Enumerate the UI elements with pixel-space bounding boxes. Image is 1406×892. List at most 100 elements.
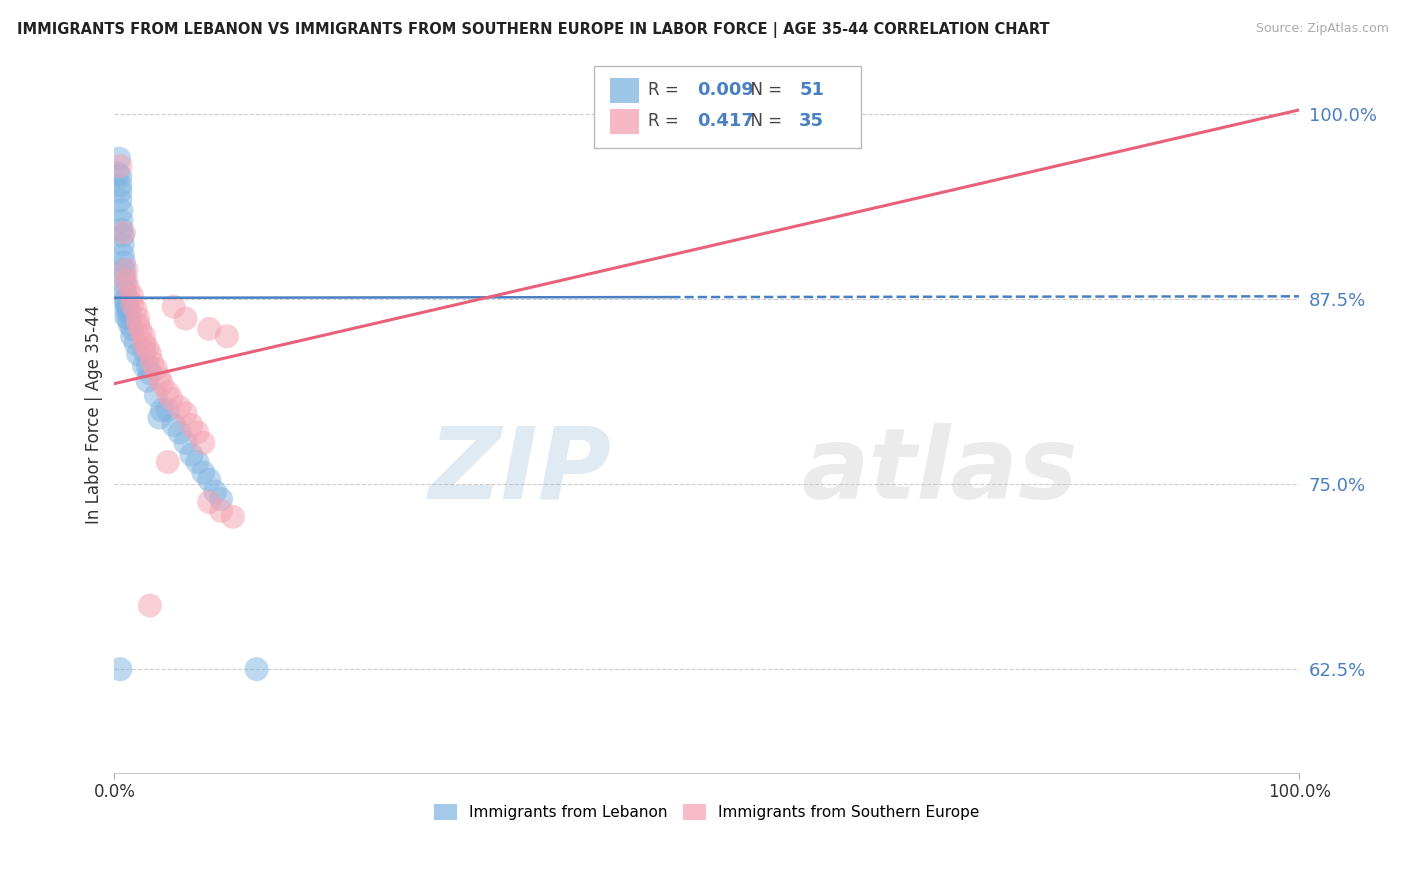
Point [114,293,136,307]
Point [118,318,141,332]
Point [115,262,138,277]
Point [150,376,173,391]
Point [107,167,129,181]
Point [169,425,191,440]
Point [115,296,138,310]
Point [114,285,136,299]
FancyBboxPatch shape [595,66,860,148]
Point [121,322,143,336]
Point [118,307,141,321]
Point [110,214,132,228]
Point [215,329,238,343]
Point [145,361,167,376]
Point [156,455,179,469]
Point [193,466,215,480]
Bar [610,109,640,134]
Point [110,169,132,184]
Point [111,228,134,243]
Point [112,270,135,285]
Point [108,152,131,166]
Point [198,495,221,509]
Point [174,311,197,326]
Point [121,289,143,303]
Point [110,662,132,676]
Point [117,302,139,317]
Point [145,388,167,402]
Point [136,341,159,355]
Point [132,344,155,359]
Point [139,366,162,380]
Point [117,311,139,326]
Bar [610,78,640,103]
Point [186,455,208,469]
Point [139,347,162,361]
Point [127,318,149,332]
Point [222,509,245,524]
Point [180,417,202,432]
Text: 51: 51 [799,81,824,99]
Point [245,662,267,676]
Point [148,370,170,384]
Point [117,300,139,314]
Point [110,159,132,173]
Point [132,329,155,343]
Point [132,359,155,373]
Point [121,296,143,310]
Point [110,178,132,193]
Point [139,599,162,613]
Point [163,300,186,314]
Point [169,401,191,415]
Legend: Immigrants from Lebanon, Immigrants from Southern Europe: Immigrants from Lebanon, Immigrants from… [427,797,986,826]
Point [141,356,163,370]
Point [150,403,173,417]
Text: Source: ZipAtlas.com: Source: ZipAtlas.com [1256,22,1389,36]
Point [110,184,132,198]
Point [136,374,159,388]
Y-axis label: In Labor Force | Age 35-44: In Labor Force | Age 35-44 [86,304,103,524]
Point [163,417,186,432]
Point [127,311,149,326]
Point [117,293,139,307]
Text: ZIP: ZIP [429,423,612,520]
Text: R =: R = [648,112,683,130]
Point [121,329,143,343]
Point [136,359,159,373]
Point [127,347,149,361]
Point [117,282,139,296]
Text: 0.417: 0.417 [697,112,754,130]
Point [125,302,148,317]
Point [193,435,215,450]
Point [198,322,221,336]
Point [198,473,221,487]
Point [114,277,136,292]
Point [115,310,138,324]
Point [156,385,179,400]
Point [209,491,232,506]
Text: atlas: atlas [801,423,1078,520]
Point [110,223,132,237]
Text: 35: 35 [799,112,824,130]
Point [160,392,183,406]
Point [125,336,148,351]
Point [115,302,138,317]
Point [156,403,179,417]
Point [115,273,138,287]
Point [110,193,132,207]
Text: IMMIGRANTS FROM LEBANON VS IMMIGRANTS FROM SOUTHERN EUROPE IN LABOR FORCE | AGE : IMMIGRANTS FROM LEBANON VS IMMIGRANTS FR… [17,22,1049,38]
Point [132,336,155,351]
Point [129,323,152,337]
Point [111,237,134,252]
Point [112,255,135,269]
Point [174,406,197,420]
Point [111,248,134,262]
Point [180,448,202,462]
Point [112,262,135,277]
Text: N =: N = [740,112,787,130]
Point [204,484,226,499]
Text: R =: R = [648,81,683,99]
Point [209,504,232,518]
Point [110,203,132,218]
Point [148,410,170,425]
Point [186,425,208,440]
Point [174,435,197,450]
